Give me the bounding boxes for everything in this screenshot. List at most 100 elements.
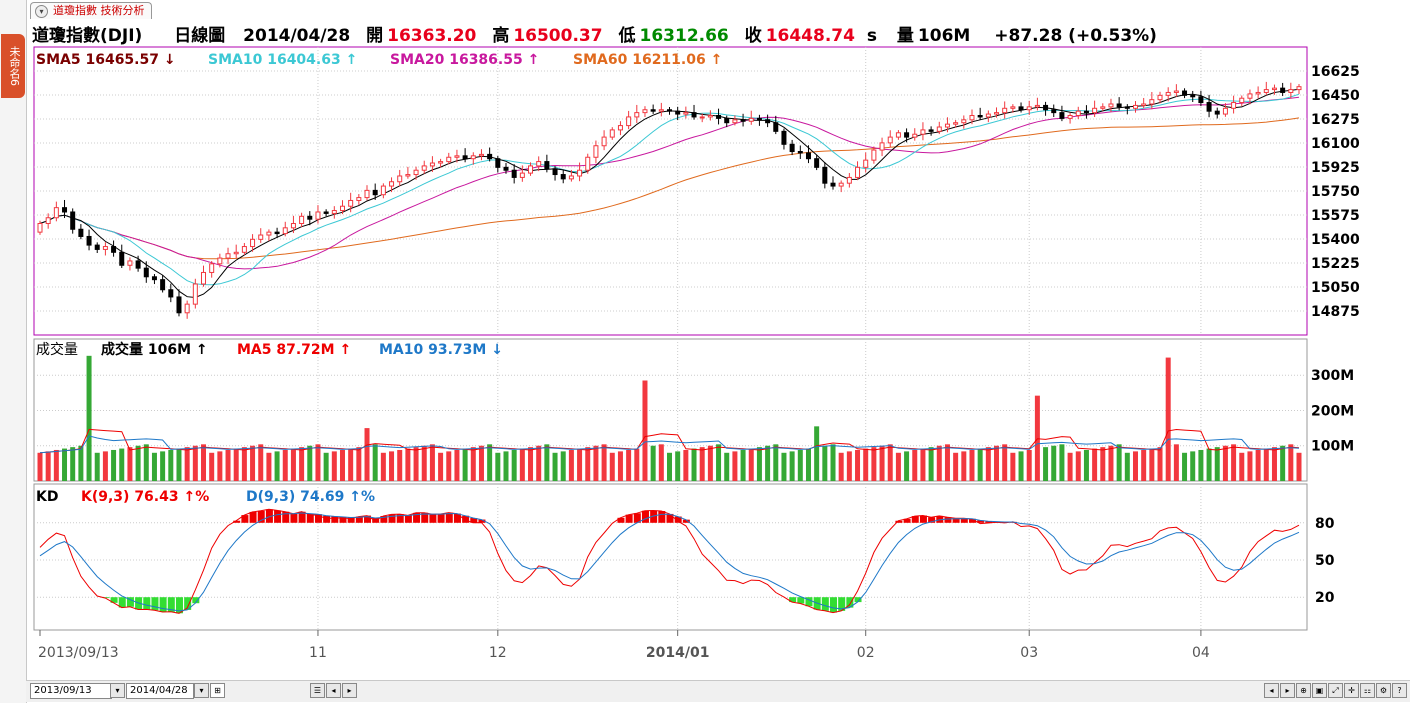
candle-body: [732, 119, 738, 124]
candle-body: [160, 279, 166, 291]
price-tick-label: 16625: [1311, 64, 1360, 80]
kd-overbought-fill: [421, 512, 429, 523]
candle-body: [879, 142, 885, 151]
x-tick-label: 11: [309, 645, 327, 661]
candle-body: [1018, 106, 1024, 111]
volume-bar: [1132, 451, 1138, 481]
volume-bar: [667, 452, 672, 481]
fit-icon[interactable]: ⤢: [1328, 683, 1343, 698]
prev-icon[interactable]: ◂: [1264, 683, 1279, 698]
candle-body: [560, 174, 566, 180]
candle-body: [789, 143, 795, 153]
kd-overbought-fill: [388, 514, 396, 523]
chart-tab[interactable]: ▾ 道瓊指數 技術分析: [30, 2, 152, 19]
price-tick-label: 14875: [1311, 304, 1360, 320]
print-icon[interactable]: ▣: [1312, 683, 1327, 698]
save-space-icon[interactable]: ⊞: [210, 683, 225, 698]
end-date-dropdown-icon[interactable]: ▾: [194, 683, 209, 698]
kd-tick-label: 80: [1315, 516, 1335, 532]
candle-body: [78, 228, 84, 237]
kd-overbought-fill: [928, 517, 936, 523]
sma10-legend: SMA10 16404.63 ↑: [208, 52, 357, 68]
candle-body: [37, 223, 43, 233]
start-date-input[interactable]: 2013/09/13: [30, 683, 112, 699]
candle-body: [462, 155, 468, 160]
volume-bar: [511, 449, 517, 481]
side-tab[interactable]: 未命名6: [1, 34, 25, 98]
kd-tick-label: 20: [1315, 590, 1335, 606]
candle-body: [805, 152, 811, 160]
candle-body: [331, 210, 337, 214]
high-value: 16500.37: [513, 26, 603, 46]
scroll-left-icon[interactable]: ◂: [326, 683, 341, 698]
volume-bar: [339, 449, 345, 481]
kd-overbought-fill: [233, 520, 241, 523]
candle-body: [895, 132, 901, 138]
candle-body: [920, 129, 926, 135]
volume-tick-label: 100M: [1311, 439, 1354, 455]
volume-bar: [895, 452, 901, 481]
candle-body: [487, 153, 493, 160]
arrange-icon[interactable]: ⚏: [1360, 683, 1375, 698]
close-label: 收: [744, 26, 762, 46]
volume-bar: [143, 444, 149, 481]
scroll-right-icon[interactable]: ▸: [342, 683, 357, 698]
volume-bar: [356, 447, 362, 481]
end-date-input[interactable]: 2014/04/28: [126, 683, 194, 699]
candle-body: [70, 211, 76, 230]
grid-icon[interactable]: ☰: [310, 683, 325, 698]
candle-body: [634, 112, 640, 118]
kd-oversold-fill: [175, 597, 183, 614]
candle-body: [961, 119, 967, 124]
candle-body: [478, 153, 484, 157]
price-tick-label: 15925: [1311, 160, 1360, 176]
x-tick-label: 2014/01: [646, 645, 710, 661]
candle-body: [642, 109, 648, 114]
zoom-icon[interactable]: ⊕: [1296, 683, 1311, 698]
tab-dropdown-icon[interactable]: ▾: [35, 5, 48, 18]
candle-body: [667, 109, 672, 112]
volume-bar: [209, 452, 215, 481]
candle-body: [953, 122, 959, 125]
kd-overbought-fill: [445, 512, 453, 523]
candle-body: [1108, 103, 1114, 108]
candle-body: [241, 246, 247, 253]
volume-bar: [380, 452, 386, 481]
start-date-dropdown-icon[interactable]: ▾: [110, 683, 125, 698]
volume-bar: [879, 445, 885, 481]
candle-body: [650, 109, 656, 112]
volume-bar: [1190, 451, 1196, 481]
volume-bar: [1288, 444, 1294, 481]
help-icon[interactable]: ?: [1392, 683, 1407, 698]
volume-bar: [781, 452, 787, 481]
candle-body: [936, 126, 942, 132]
kd-overbought-fill: [413, 512, 421, 523]
volume-bar: [634, 448, 640, 481]
kd-oversold-fill: [159, 597, 167, 613]
settings-icon[interactable]: ⚙: [1376, 683, 1391, 698]
volume-ma5-line: [39, 428, 1300, 454]
candle-body: [797, 151, 803, 154]
close-value: 16448.74: [765, 26, 855, 46]
candle-body: [944, 123, 950, 128]
candle-body: [364, 189, 370, 199]
volume-bar: [323, 452, 329, 481]
volume-bar: [773, 444, 779, 481]
volume-bar: [855, 449, 861, 481]
kd-overbought-fill: [666, 513, 674, 523]
kd-oversold-fill: [151, 597, 159, 611]
crosshair-icon[interactable]: ✛: [1344, 683, 1359, 698]
candle-body: [299, 215, 305, 225]
candle-body: [94, 244, 100, 250]
volume-bar: [1149, 448, 1155, 481]
chart-tab-title: 道瓊指數 技術分析: [53, 4, 145, 17]
price-tick-label: 15750: [1311, 184, 1360, 200]
candle-body: [45, 217, 51, 225]
candle-body: [282, 227, 288, 235]
next-icon[interactable]: ▸: [1280, 683, 1295, 698]
low-label: 低: [618, 26, 636, 46]
candle-body: [470, 155, 476, 160]
volume-bar: [192, 445, 198, 481]
d-line: [39, 512, 1300, 612]
volume-bar: [838, 452, 844, 481]
